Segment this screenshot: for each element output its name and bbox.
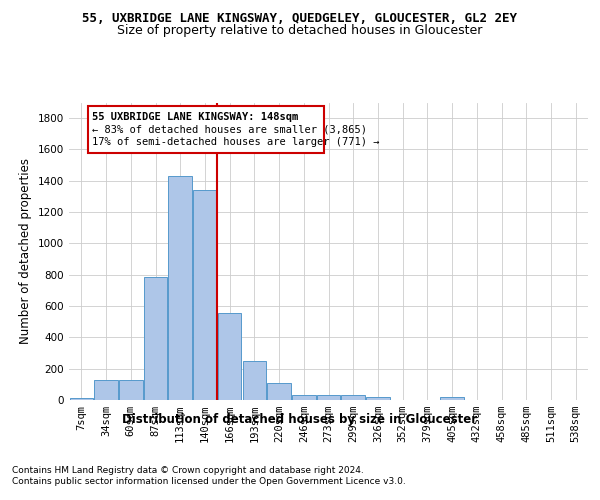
Text: 17% of semi-detached houses are larger (771) →: 17% of semi-detached houses are larger (… <box>92 137 380 147</box>
Text: Distribution of detached houses by size in Gloucester: Distribution of detached houses by size … <box>122 412 478 426</box>
Bar <box>193 190 217 400</box>
Text: Contains public sector information licensed under the Open Government Licence v3: Contains public sector information licen… <box>12 478 406 486</box>
Text: 55, UXBRIDGE LANE KINGSWAY, QUEDGELEY, GLOUCESTER, GL2 2EY: 55, UXBRIDGE LANE KINGSWAY, QUEDGELEY, G… <box>83 12 517 26</box>
Y-axis label: Number of detached properties: Number of detached properties <box>19 158 32 344</box>
Bar <box>366 397 389 400</box>
Bar <box>144 277 167 400</box>
Bar <box>119 380 143 400</box>
Bar <box>440 397 464 400</box>
Bar <box>242 361 266 400</box>
Bar <box>94 380 118 400</box>
Bar <box>317 396 340 400</box>
Text: Size of property relative to detached houses in Gloucester: Size of property relative to detached ho… <box>118 24 482 37</box>
Text: Contains HM Land Registry data © Crown copyright and database right 2024.: Contains HM Land Registry data © Crown c… <box>12 466 364 475</box>
Text: ← 83% of detached houses are smaller (3,865): ← 83% of detached houses are smaller (3,… <box>92 124 367 134</box>
Bar <box>218 313 241 400</box>
Text: 55 UXBRIDGE LANE KINGSWAY: 148sqm: 55 UXBRIDGE LANE KINGSWAY: 148sqm <box>92 112 299 122</box>
Bar <box>169 176 192 400</box>
Bar <box>70 398 93 400</box>
Bar <box>268 383 291 400</box>
Bar <box>292 394 316 400</box>
Bar <box>88 106 323 154</box>
Bar <box>341 396 365 400</box>
